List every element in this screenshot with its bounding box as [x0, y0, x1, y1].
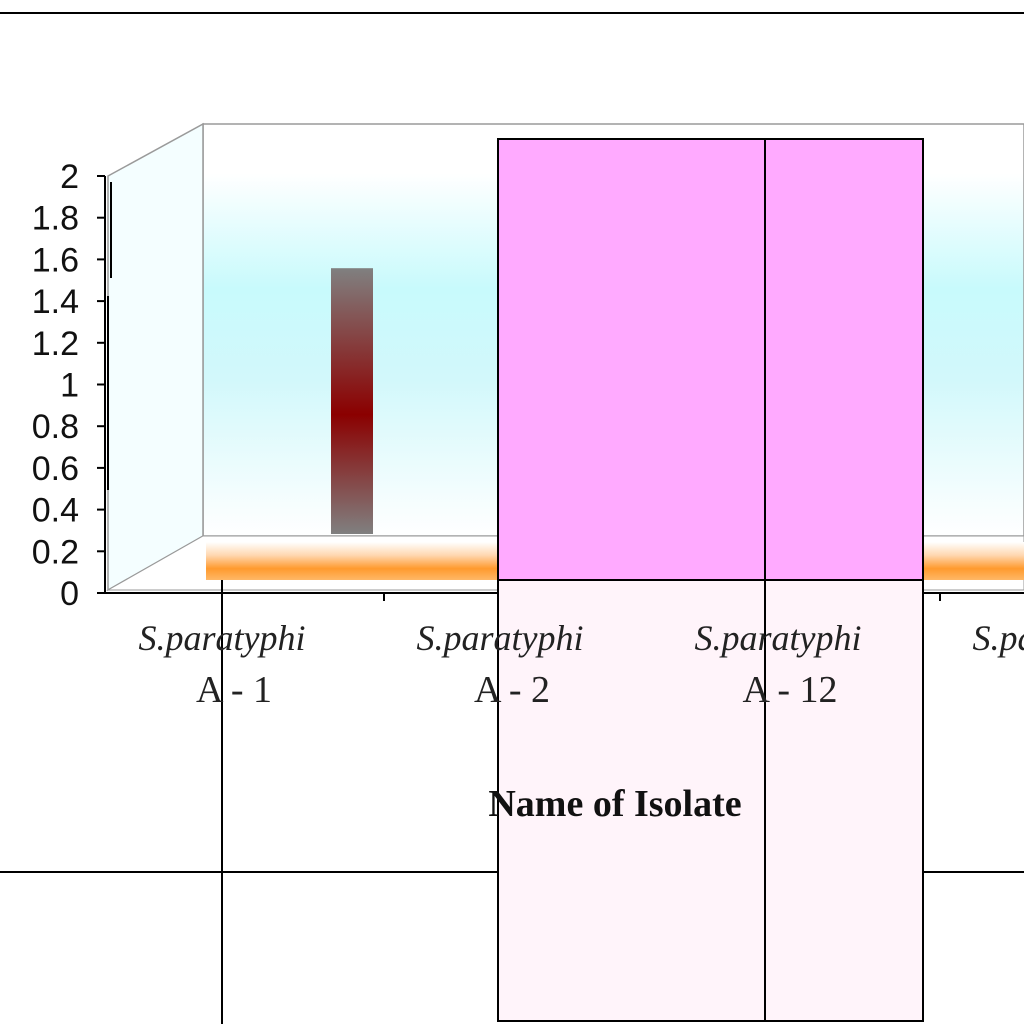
- overlay-panels: [221, 138, 924, 1024]
- x-category-label-line2: A - 2: [474, 669, 550, 711]
- y-tick-label: 0.2: [32, 533, 79, 571]
- x-category-label-line1: S.paratyphi: [139, 618, 306, 658]
- y-tick-label: 1: [60, 367, 79, 405]
- x-category-label-line2: A - 1: [196, 669, 272, 711]
- y-tick-label: 1.2: [32, 325, 79, 363]
- x-category-label-line1: S.paratyphi: [973, 618, 1024, 658]
- y-tick-label: 0.4: [32, 492, 79, 530]
- side-wall: [107, 122, 204, 592]
- overlay-panel-pink: [497, 138, 924, 581]
- y-tick-label: 1.4: [32, 283, 79, 321]
- x-axis-title: Name of Isolate: [488, 783, 741, 825]
- y-tick-label: 2: [60, 158, 79, 196]
- bar: [331, 268, 373, 534]
- bar-series: [331, 268, 373, 534]
- x-category-label-line1: S.paratyphi: [695, 618, 862, 658]
- category-labels: S.paratyphi A - 1 S.paratyphi A - 2 S.paraty…: [139, 618, 1024, 711]
- x-category-label-line2: A - 12: [743, 669, 838, 711]
- y-tick-label: 1.8: [32, 200, 79, 238]
- y-tick-label: 1.6: [32, 241, 79, 279]
- y-tick-label: 0.6: [32, 450, 79, 488]
- x-category-label-line1: S.paratyphi: [417, 618, 584, 658]
- overlay-panel-lower: [497, 579, 924, 1022]
- y-tick-label: 0.8: [32, 408, 79, 446]
- y-tick-label: 0: [60, 575, 79, 613]
